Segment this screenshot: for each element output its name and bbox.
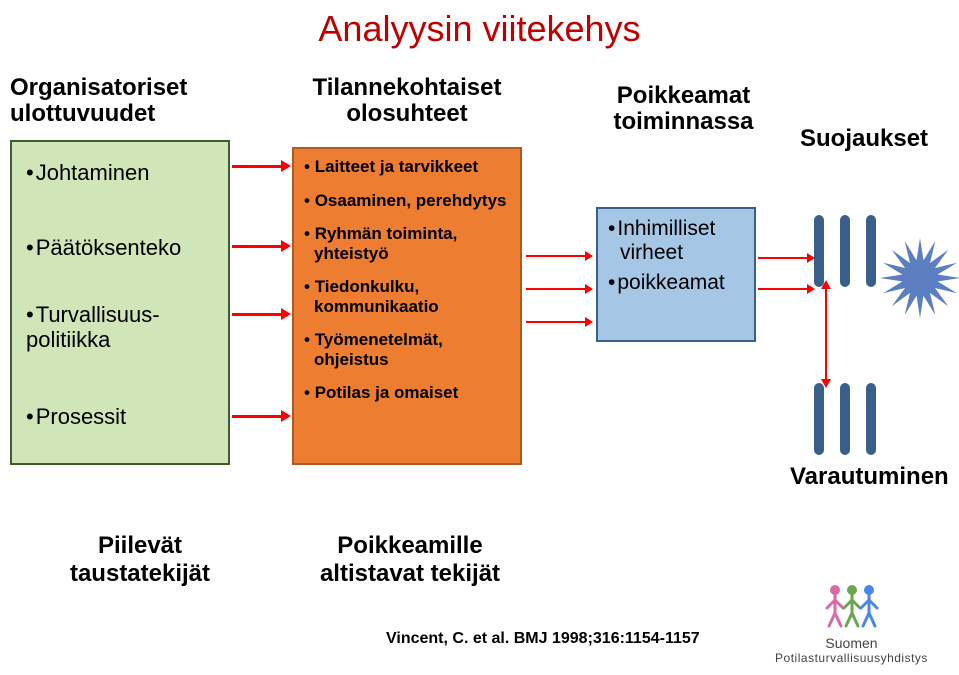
barrier-bar	[814, 215, 824, 287]
starburst-icon	[875, 233, 959, 323]
org-heading: Organisatoriset ulottuvuudet	[10, 75, 230, 128]
org-item: Päätöksenteko	[26, 235, 181, 260]
safeguards-label-bottom: Varautuminen	[790, 463, 949, 491]
dev-item: Inhimilliset virheet	[608, 217, 744, 265]
dev-heading: Poikkeamat toiminnassa	[596, 83, 771, 136]
dev-box: Inhimilliset virheet poikkeamat	[596, 207, 756, 342]
mid-item: Laitteet ja tarvikkeet	[304, 157, 510, 177]
arrow	[232, 165, 282, 168]
arrow	[526, 255, 586, 257]
org-item: Johtaminen	[26, 160, 149, 185]
arrow	[758, 257, 808, 259]
barrier-bar	[840, 383, 850, 455]
barrier-bar	[814, 383, 824, 455]
mid-item: Tiedonkulku, kommunikaatio	[304, 277, 510, 316]
logo-text-2: Potilasturvallisuusyhdistys	[759, 651, 944, 665]
mid-box: Laitteet ja tarvikkeet Osaaminen, perehdy…	[292, 147, 522, 465]
bottom-label-left-l1: Piilevät	[98, 532, 182, 559]
barrier-bar	[866, 383, 876, 455]
diagram-canvas: Organisatoriset ulottuvuudet Johtaminen …	[0, 75, 959, 505]
arrow	[758, 288, 808, 290]
arrow-barrier-gap	[825, 288, 827, 380]
bottom-label-right-l1: Poikkeamille	[337, 532, 482, 559]
arrow	[232, 313, 282, 316]
logo-text-1: Suomen	[759, 635, 944, 651]
mid-item: Työmenetelmät, ohjeistus	[304, 330, 510, 369]
citation: Vincent, C. et al. BMJ 1998;316:1154-115…	[386, 630, 700, 648]
org-item: Prosessit	[26, 404, 126, 429]
org-box: Johtaminen Päätöksenteko Turvallisuus- p…	[10, 140, 230, 465]
bottom-label-left: Piilevät taustatekijät	[40, 532, 240, 587]
mid-item: Ryhmän toiminta, yhteistyö	[304, 224, 510, 263]
arrow	[526, 288, 586, 290]
bottom-label-right-l2: altistavat tekijät	[320, 560, 500, 587]
logo: Suomen Potilasturvallisuusyhdistys	[759, 578, 944, 665]
logo-icon	[817, 578, 887, 633]
arrow	[232, 415, 282, 418]
arrow	[526, 321, 586, 323]
mid-item: Potilas ja omaiset	[304, 383, 510, 403]
mid-item: Osaaminen, perehdytys	[304, 191, 510, 211]
mid-heading: Tilannekohtaiset olosuhteet	[292, 75, 522, 128]
safeguards-label-top: Suojaukset	[800, 125, 928, 153]
page-title: Analyysin viitekehys	[0, 0, 959, 50]
bottom-label-right: Poikkeamille altistavat tekijät	[290, 532, 530, 587]
bottom-label-left-l2: taustatekijät	[70, 560, 210, 587]
arrow	[232, 245, 282, 248]
org-item: Turvallisuus- politiikka	[26, 302, 160, 353]
dev-item: poikkeamat	[608, 271, 744, 295]
barrier-bar	[840, 215, 850, 287]
